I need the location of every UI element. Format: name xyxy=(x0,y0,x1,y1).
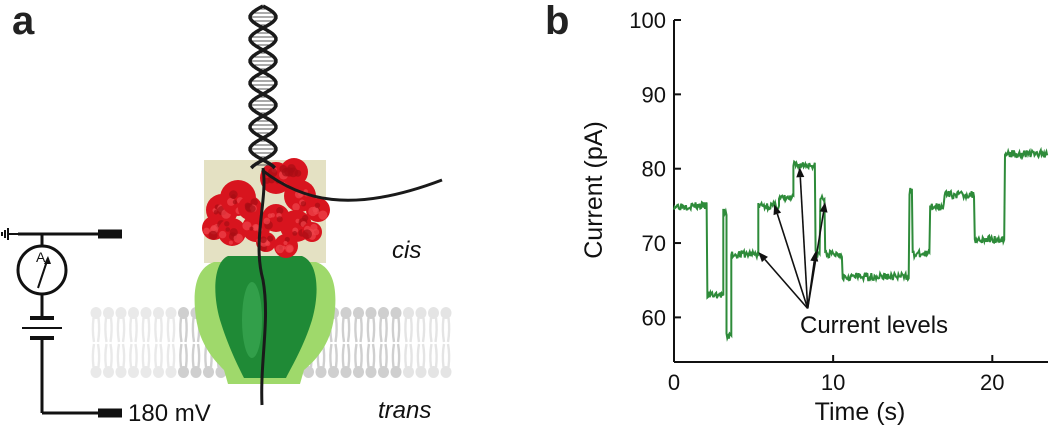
annotation-arrow xyxy=(799,177,809,309)
panel-a-letter: a xyxy=(12,0,35,43)
annotation-arrows xyxy=(758,167,828,309)
arrow-head xyxy=(796,167,805,178)
arrow-head xyxy=(758,251,768,263)
lipid-molecule xyxy=(365,307,377,378)
x-tick-label: 10 xyxy=(821,370,845,395)
lipid-molecule xyxy=(340,307,352,378)
y-tick-label: 90 xyxy=(642,82,666,107)
ammeter-label: A xyxy=(36,249,46,265)
lipid-molecule xyxy=(403,307,414,378)
lipid-molecule xyxy=(440,307,452,378)
circuit xyxy=(1,228,122,418)
trans-label: trans xyxy=(378,397,431,424)
current-levels-annotation: Current levels xyxy=(800,312,948,339)
y-tick-label: 100 xyxy=(629,8,666,33)
lipid-molecule xyxy=(353,307,364,378)
x-axis-title: Time (s) xyxy=(815,398,906,426)
annotation-arrow xyxy=(764,258,809,309)
y-ticks: 60 70 80 90 100 xyxy=(629,8,681,330)
panel-b-letter: b xyxy=(545,0,569,43)
lipid-molecule xyxy=(115,307,127,378)
y-tick-label: 70 xyxy=(642,231,666,256)
lipid-molecule xyxy=(378,307,389,378)
panel-b: b 60 70 80 90 100 0 10 20 Current levels Time … xyxy=(545,0,1049,426)
lipid-molecule xyxy=(153,307,164,378)
axes xyxy=(673,20,1048,363)
lipid-molecule xyxy=(103,307,114,378)
lipid-molecule xyxy=(178,307,189,378)
y-tick-label: 60 xyxy=(642,305,666,330)
x-tick-label: 0 xyxy=(668,370,680,395)
lipid-molecule xyxy=(128,307,139,378)
dna-helix-icon xyxy=(248,4,443,406)
battery-icon xyxy=(22,316,62,340)
series-line-current xyxy=(673,146,1049,342)
y-tick-label: 80 xyxy=(642,157,666,182)
cis-label: cis xyxy=(392,237,421,264)
y-axis-title: Current (pA) xyxy=(580,121,608,259)
voltage-label: 180 mV xyxy=(128,400,211,427)
lipid-molecule xyxy=(140,307,152,378)
x-tick-label: 20 xyxy=(980,370,1004,395)
arrow-head xyxy=(773,204,782,216)
annotation-arrow xyxy=(776,213,809,309)
lipid-molecule xyxy=(428,307,439,378)
panel-a: a cis trans xyxy=(1,0,452,427)
lipid-molecule xyxy=(415,307,427,378)
current-trace-chart: 60 70 80 90 100 0 10 20 Current levels Time (s… xyxy=(580,8,1049,426)
lipid-molecule xyxy=(90,307,102,378)
arrow-head xyxy=(819,202,828,213)
annotation-arrow xyxy=(806,211,825,309)
x-ticks: 0 10 20 xyxy=(668,355,1005,395)
lipid-molecule xyxy=(165,307,177,378)
lipid-molecule xyxy=(390,307,402,378)
ground-icon xyxy=(1,228,18,240)
